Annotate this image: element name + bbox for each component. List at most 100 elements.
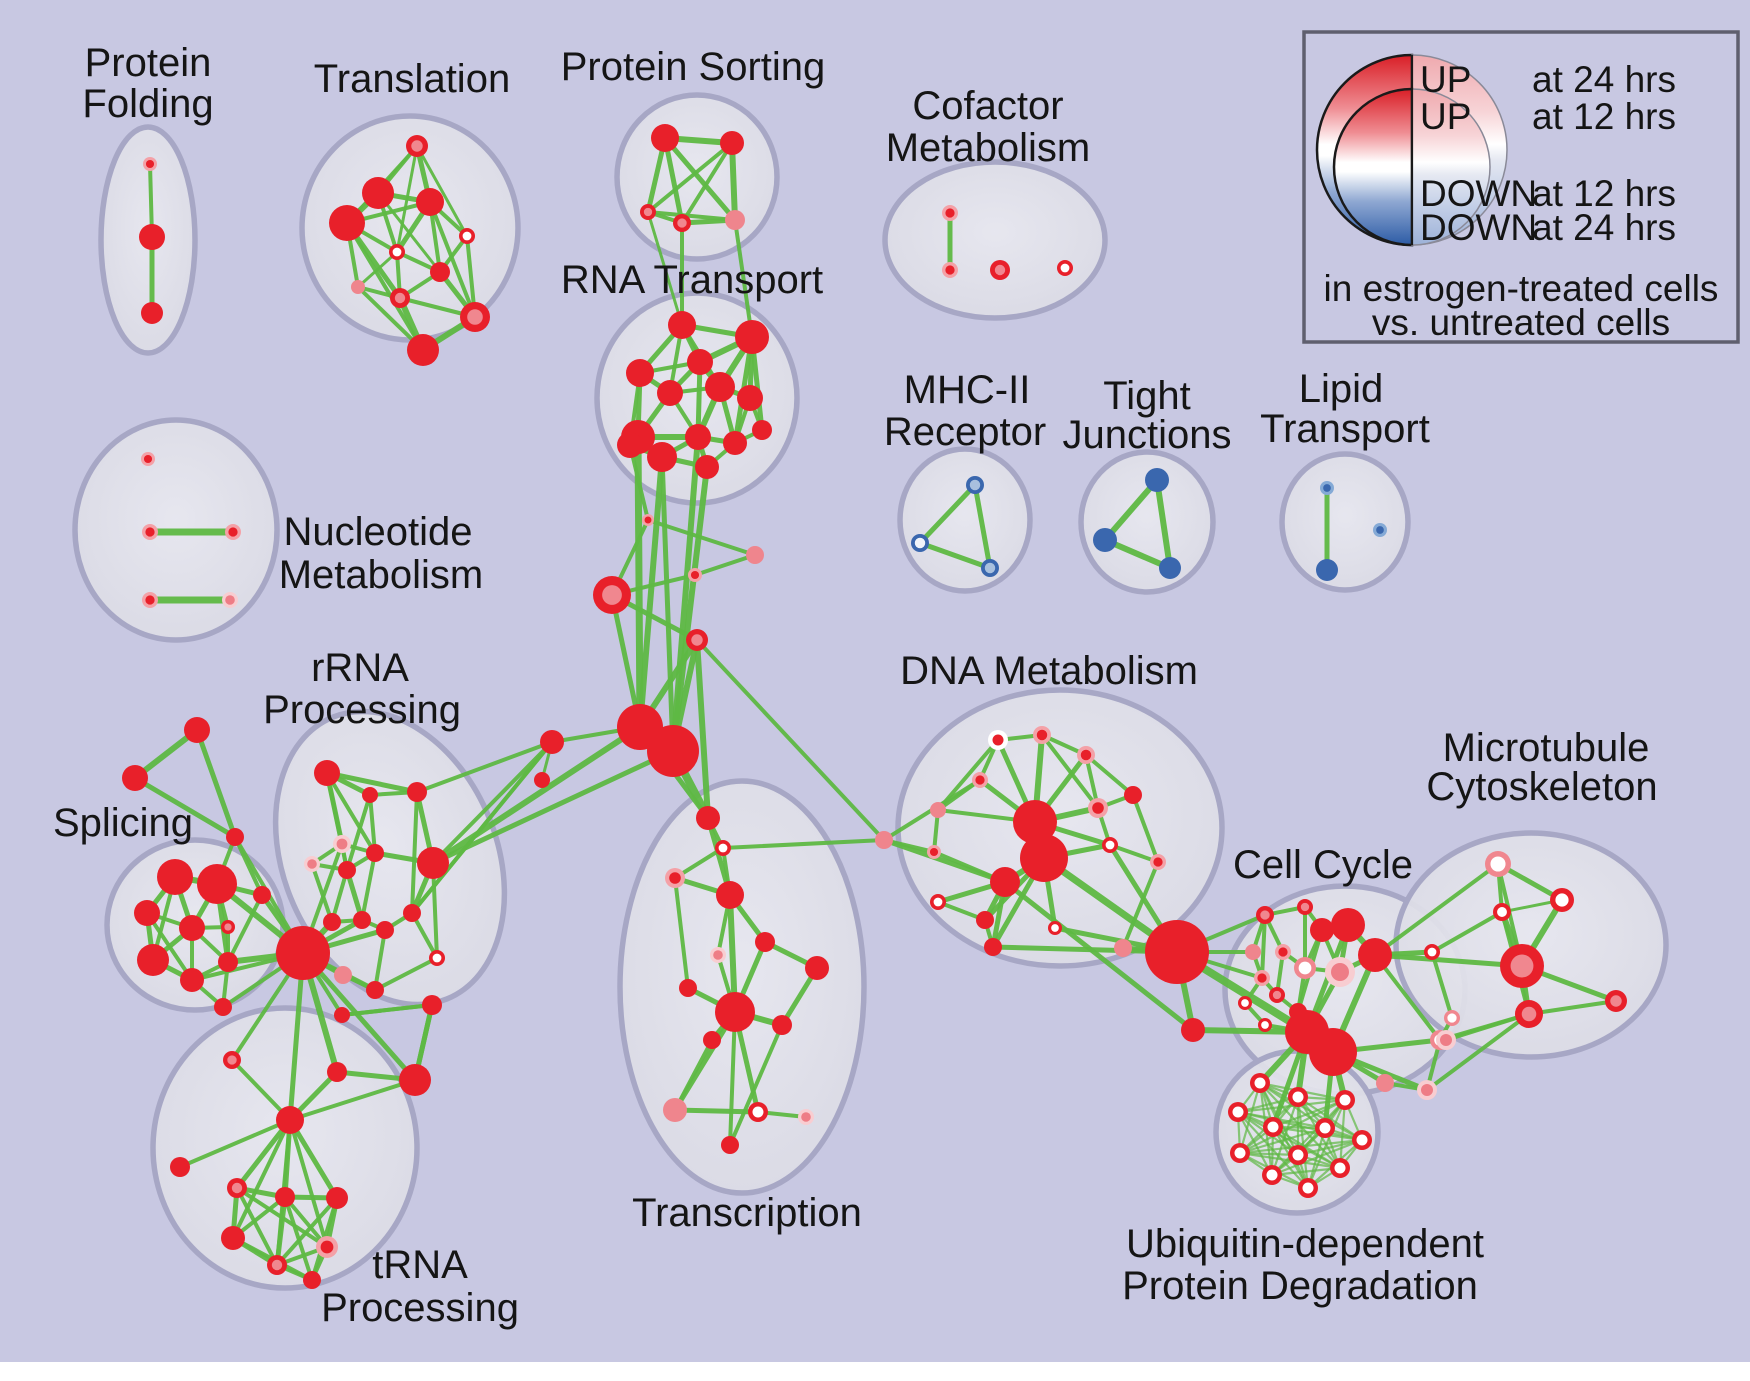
edge-rrna-processing <box>431 740 554 865</box>
gene-node-ubiquitin-degradation <box>1352 1130 1372 1150</box>
gene-node-cofactor-metabolism <box>942 205 958 221</box>
edge-dna-metabolism <box>1040 733 1100 810</box>
node-outer-ring <box>157 859 193 895</box>
node-outer-ring <box>1309 1028 1357 1076</box>
gene-node-cell-cycle <box>1238 996 1252 1010</box>
cluster-label-nucleotide-metabolism: Nucleotide <box>283 510 472 554</box>
gene-node-cell-cycle <box>1417 1080 1437 1100</box>
node-inner-core <box>1051 924 1059 932</box>
gene-node-rna-transport <box>617 432 643 458</box>
node-inner-core <box>945 208 955 218</box>
node-outer-ring <box>326 1187 348 1209</box>
gene-node-protein-folding <box>141 302 163 324</box>
edge-translation <box>415 144 469 238</box>
gene-node-cell-cycle <box>1258 1018 1272 1032</box>
gene-node-translation <box>351 280 365 294</box>
node-outer-ring <box>314 760 340 786</box>
gene-node-lipid-transport <box>1316 559 1338 581</box>
gene-node-cell-cycle <box>1444 1010 1460 1026</box>
gene-node-cell-cycle <box>1309 1028 1357 1076</box>
gene-node-transcription <box>715 840 731 856</box>
node-inner-core <box>1092 802 1104 814</box>
node-outer-ring <box>329 205 365 241</box>
node-outer-ring <box>703 1031 721 1049</box>
gene-node-cell-cycle <box>1294 957 1316 979</box>
inter-cluster-edge <box>300 950 418 1083</box>
cluster-label-trna-processing: tRNA <box>372 1243 468 1287</box>
gene-node-ubiquitin-degradation <box>1298 1178 1318 1198</box>
gene-node-trna-processing <box>275 1187 295 1207</box>
gene-node-rna-transport <box>737 385 763 411</box>
node-outer-ring <box>540 730 564 754</box>
cluster-label-rrna-processing: Processing <box>263 688 461 732</box>
node-outer-ring <box>351 280 365 294</box>
gene-node-rna-transport <box>647 442 677 472</box>
gene-node-trna-processing <box>327 1062 347 1082</box>
inter-cluster-edge <box>1425 1012 1531 1092</box>
gene-node-microtubule-cytoskeleton <box>1550 888 1574 912</box>
edge-dna-metabolism <box>881 837 1008 885</box>
node-outer-ring <box>755 932 775 952</box>
gene-node-transcription <box>772 1015 792 1035</box>
node-inner-core <box>224 923 232 931</box>
gene-node-rrna-processing <box>540 730 564 754</box>
node-outer-ring <box>334 1007 350 1023</box>
gene-node-transcription <box>665 868 685 888</box>
node-inner-core <box>933 897 943 907</box>
node-outer-ring <box>725 210 745 230</box>
gene-node-cell-cycle <box>1254 970 1270 986</box>
gene-node-splicing <box>214 998 232 1016</box>
gene-node-microtubule-cytoskeleton <box>1436 1030 1456 1050</box>
inter-cluster-edge <box>670 464 710 754</box>
cluster-label-protein-sorting: Protein Sorting <box>561 45 826 89</box>
cluster-label-rrna-processing: rRNA <box>311 646 409 690</box>
node-inner-core <box>1060 263 1070 273</box>
nodes-layer <box>122 124 1627 1289</box>
gene-node-protein-sorting <box>673 214 691 232</box>
node-inner-core <box>643 207 653 217</box>
gene-node-translation <box>430 262 450 282</box>
gene-node-rrna-processing <box>276 926 330 980</box>
edge-cell-cycle <box>1373 953 1442 1042</box>
node-outer-ring <box>534 772 550 788</box>
gene-node-transcription <box>721 1136 739 1154</box>
node-outer-ring <box>253 886 271 904</box>
edge-trna-processing <box>234 1117 293 1191</box>
node-outer-ring <box>1376 1074 1394 1092</box>
gene-node-transcription <box>746 546 764 564</box>
inter-cluster-edge <box>430 748 676 866</box>
node-inner-core <box>1447 1013 1457 1023</box>
node-outer-ring <box>403 904 421 922</box>
gene-node-trna-processing <box>399 1064 431 1096</box>
gene-node-translation <box>460 302 490 332</box>
node-inner-core <box>320 1240 334 1254</box>
edge-dna-metabolism <box>1002 879 1196 1033</box>
node-inner-core <box>1334 1162 1346 1174</box>
node-outer-ring <box>647 442 677 472</box>
edge-tight-junctions <box>1102 477 1160 543</box>
node-outer-ring <box>218 952 238 972</box>
gene-node-splicing <box>180 968 204 992</box>
cluster-label-cofactor-metabolism: Metabolism <box>886 126 1091 170</box>
bottom-margin-strip <box>0 1362 1750 1376</box>
gene-node-transcription <box>715 992 755 1032</box>
node-inner-core <box>1153 857 1163 867</box>
gene-node-trna-processing <box>334 1007 350 1023</box>
cluster-label-mhc-ii-receptor: MHC-II <box>904 368 1031 412</box>
gene-node-trna-processing <box>276 1106 304 1134</box>
edge-dna-metabolism <box>1121 860 1160 950</box>
node-inner-core <box>1261 1021 1269 1029</box>
node-inner-core <box>945 265 955 275</box>
gene-node-cell-cycle <box>1424 944 1440 960</box>
gene-node-cell-cycle <box>1245 944 1261 960</box>
node-inner-core <box>1254 1077 1266 1089</box>
mesh-edge-ubiquitin-degradation <box>1236 1095 1300 1114</box>
gene-node-transcription <box>686 629 708 651</box>
gene-node-splicing <box>134 900 160 926</box>
mesh-edge-ubiquitin-degradation <box>1270 1138 1364 1177</box>
node-outer-ring <box>685 424 711 450</box>
legend-footnote: in estrogen-treated cells <box>1324 268 1719 309</box>
node-outer-ring <box>668 311 696 339</box>
gene-node-transcription <box>710 947 726 963</box>
